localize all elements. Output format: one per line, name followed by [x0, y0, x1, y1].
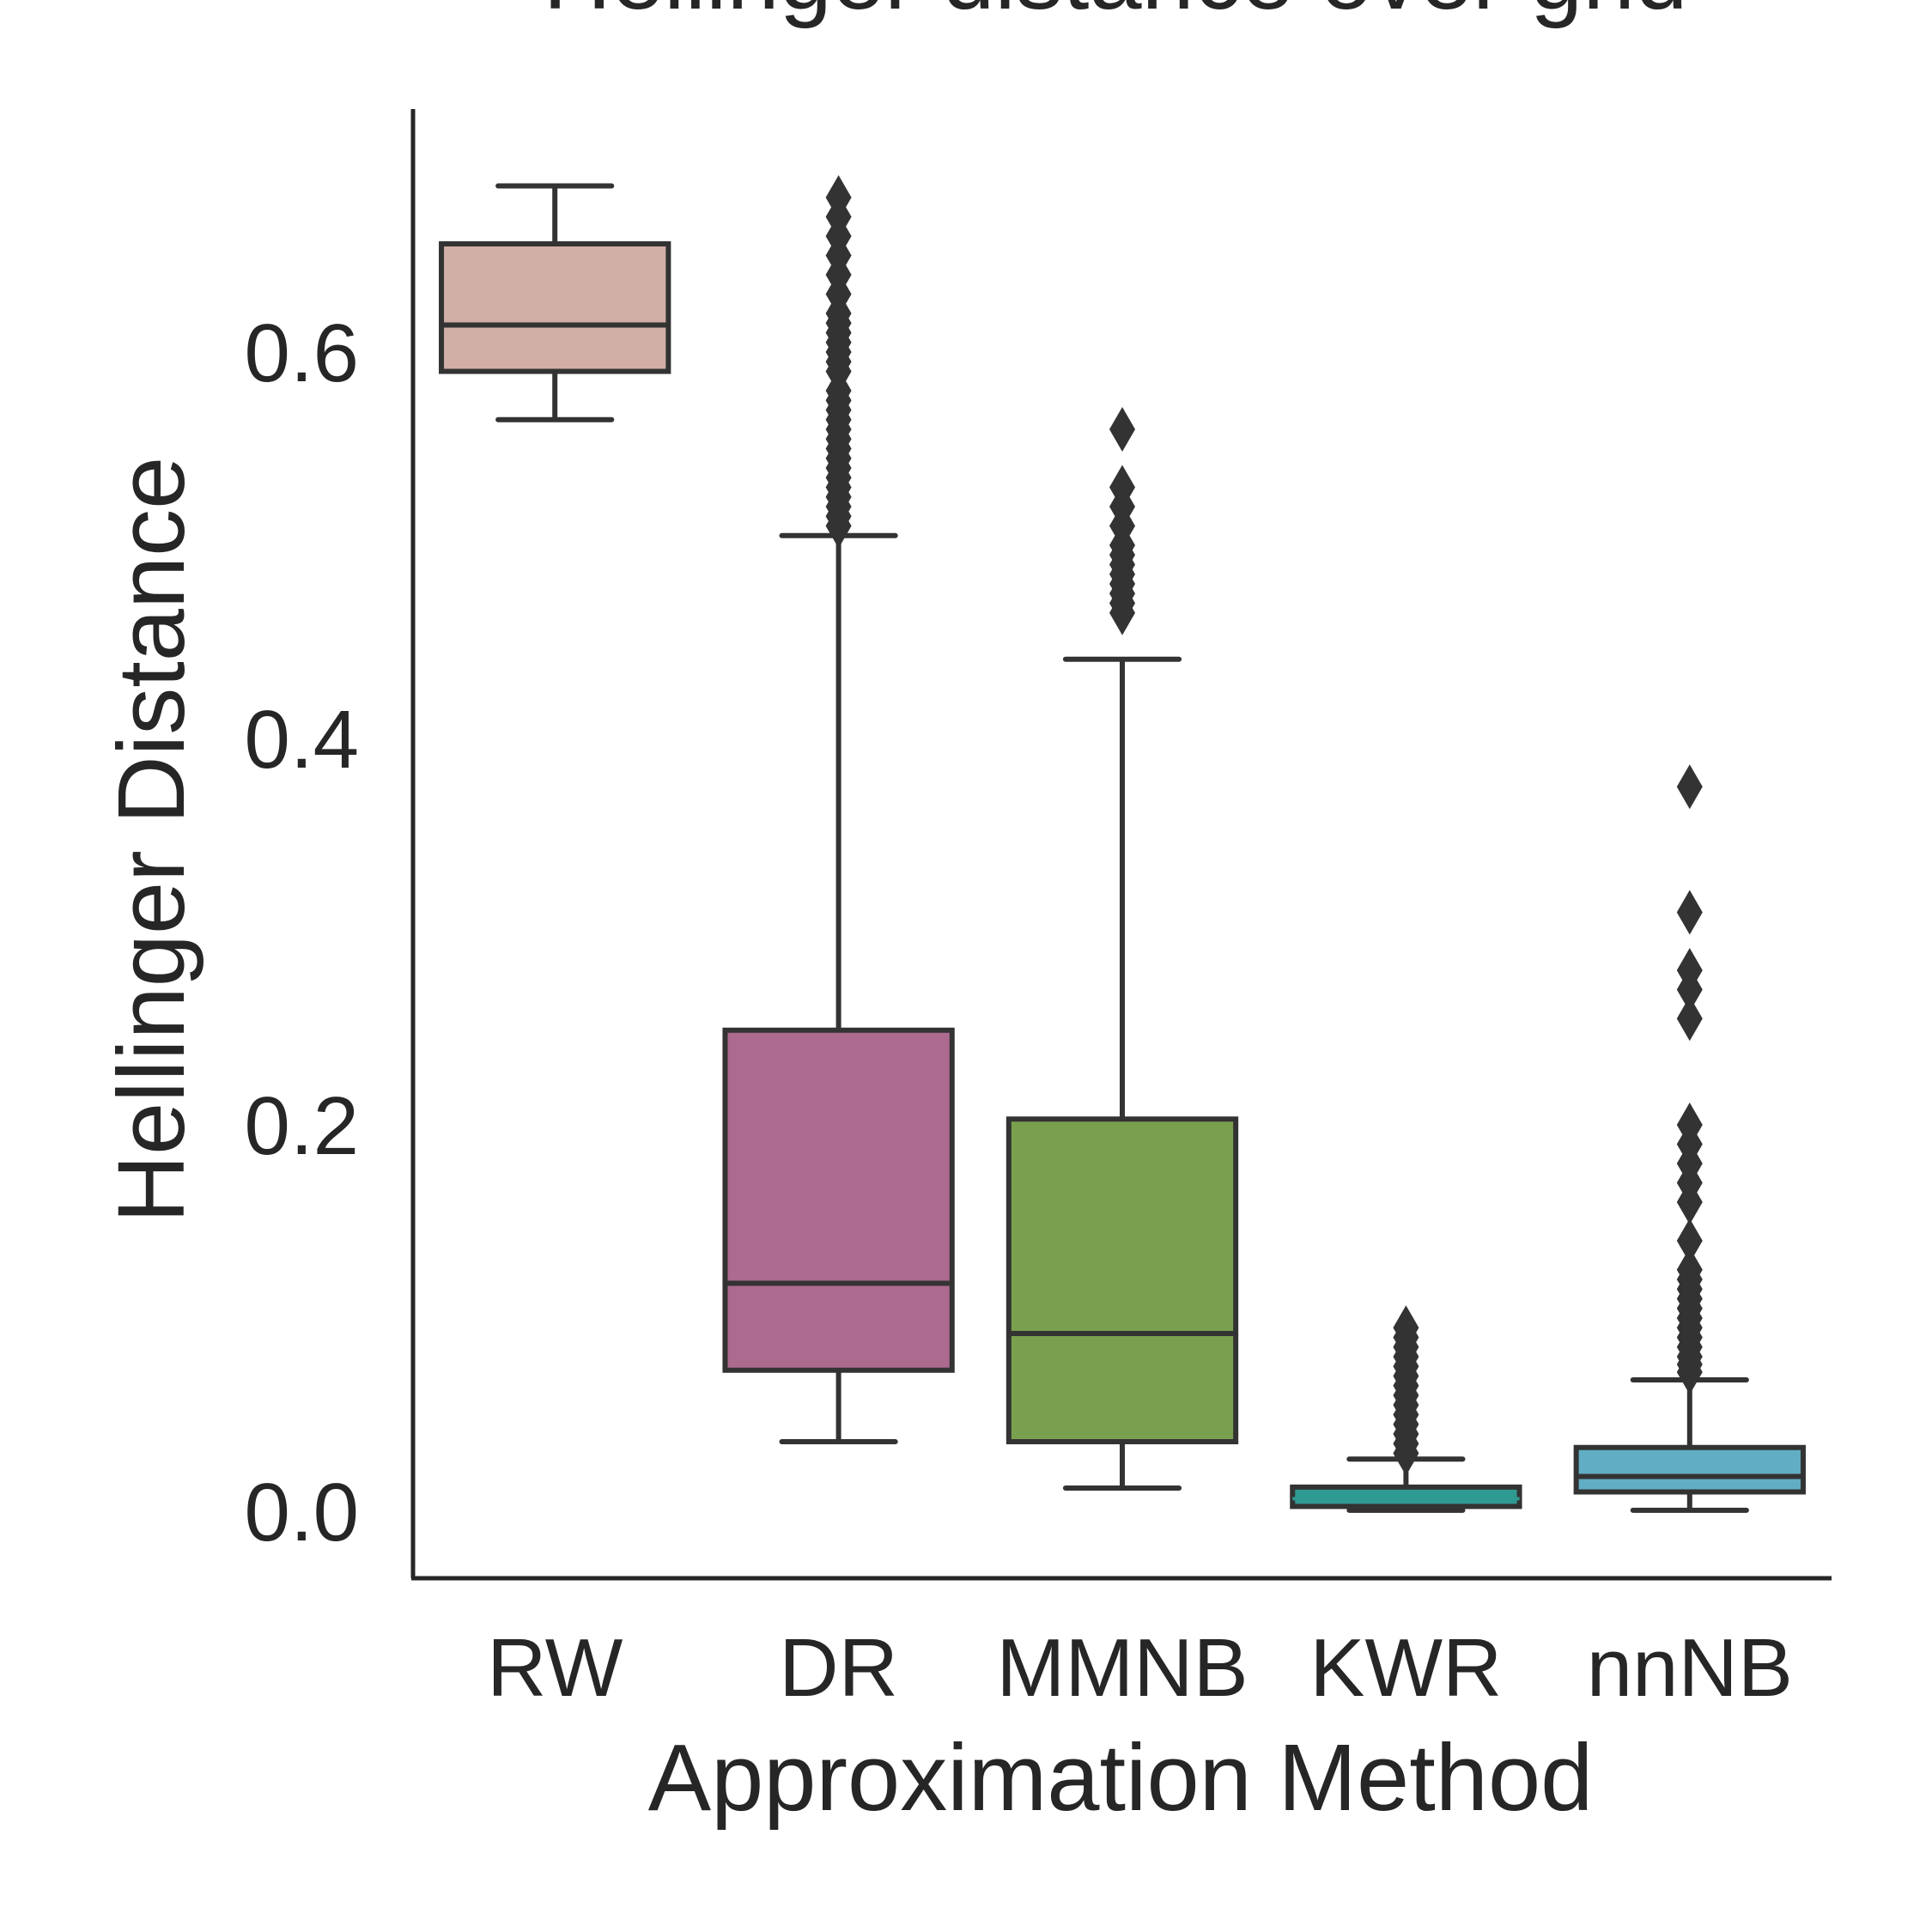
x-tick-label: KWR: [1309, 1622, 1502, 1714]
plot-area: [439, 175, 1806, 1513]
box: [1290, 1484, 1522, 1510]
outlier-point: [1676, 890, 1703, 935]
box: [722, 1027, 955, 1373]
y-tick-label: 0.4: [245, 694, 359, 786]
outlier-point: [1676, 1103, 1703, 1147]
y-tick-label: 0.2: [245, 1080, 359, 1172]
y-tick-label: 0.6: [245, 307, 359, 399]
outlier-point: [1109, 465, 1135, 510]
box-group-dr: [722, 175, 955, 1444]
y-axis-title: Hellinger Distance: [99, 457, 204, 1224]
box-group-nnnb: [1573, 764, 1806, 1513]
box: [439, 241, 671, 374]
y-tick-label: 0.0: [245, 1467, 359, 1558]
x-tick-labels: RW DR MMNB KWR nnNB: [487, 1622, 1793, 1714]
outlier-point: [1393, 1305, 1419, 1351]
outlier-point: [825, 175, 852, 220]
box-group-rw: [439, 183, 671, 422]
outlier-point: [1676, 1218, 1703, 1263]
x-tick-label: RW: [487, 1622, 623, 1714]
box: [1573, 1444, 1806, 1495]
outlier-point: [1676, 996, 1703, 1042]
x-tick-label: DR: [779, 1622, 898, 1714]
chart-title: Hellinger distance over grid: [544, 0, 1688, 29]
x-axis-title: Approximation Method: [648, 1725, 1594, 1831]
y-tick-labels: 0.0 0.2 0.4 0.6: [245, 307, 359, 1558]
x-tick-label: nnNB: [1587, 1622, 1793, 1714]
outlier-point: [1676, 948, 1703, 993]
outlier-point: [1109, 407, 1135, 452]
box-group-mmnb: [1005, 407, 1239, 1491]
x-tick-label: MMNB: [996, 1622, 1248, 1714]
outlier-point: [1676, 1247, 1703, 1292]
box-group-kwr: [1290, 1305, 1522, 1513]
outlier-point: [1676, 764, 1703, 810]
box: [1005, 1116, 1239, 1444]
